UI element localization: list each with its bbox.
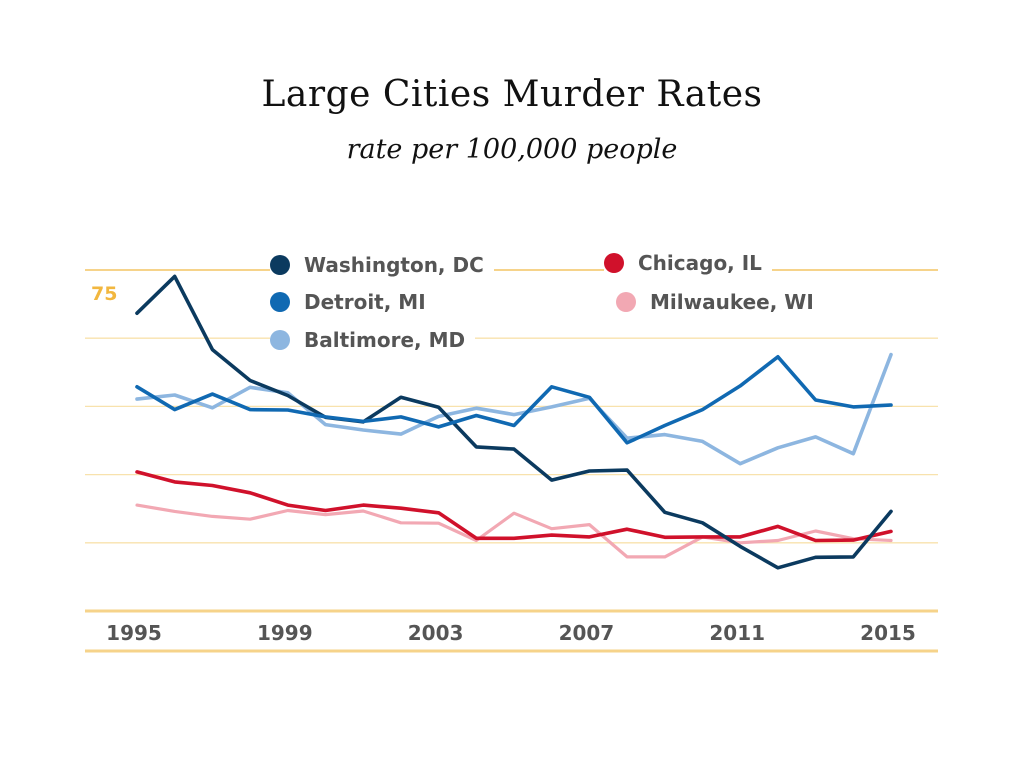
axis-layer (85, 609, 938, 653)
legend-item-detroit-mi: Detroit, MI (270, 288, 436, 316)
x-tick-label-1999: 1999 (257, 621, 313, 645)
x-tick-label-2003: 2003 (408, 621, 464, 645)
legend-dot-washington-dc (270, 255, 290, 275)
legend-dot-milwaukee-wi (616, 292, 636, 312)
legend-dot-chicago-il (604, 253, 624, 273)
legend-label-milwaukee-wi: Milwaukee, WI (650, 290, 814, 314)
legend-label-baltimore-md: Baltimore, MD (304, 328, 466, 352)
series-line-milwaukee-wi (135, 503, 893, 559)
series-line-baltimore-md (135, 352, 893, 466)
series-line-washington-dc (135, 274, 893, 570)
x-tick-label-1995: 1995 (106, 621, 162, 645)
legend-dot-baltimore-md (270, 330, 290, 350)
legend-item-baltimore-md: Baltimore, MD (270, 326, 476, 354)
legend-label-chicago-il: Chicago, IL (638, 251, 762, 275)
series-layer (135, 274, 893, 570)
legend-label-washington-dc: Washington, DC (304, 253, 484, 277)
chart-subtitle: rate per 100,000 people (346, 134, 678, 165)
series-line-detroit-mi (135, 354, 893, 445)
legend-item-chicago-il: Chicago, IL (604, 249, 772, 277)
legend-item-washington-dc: Washington, DC (270, 251, 494, 279)
label-layer: 75 1995 1999 2003 2007 2011 2015 (91, 283, 916, 645)
chart-title: Large Cities Murder Rates (261, 74, 763, 115)
legend-dot-detroit-mi (270, 292, 290, 312)
legend-item-milwaukee-wi: Milwaukee, WI (616, 288, 824, 316)
x-tick-label-2007: 2007 (559, 621, 615, 645)
x-tick-label-2011: 2011 (709, 621, 765, 645)
y-tick-label: 75 (91, 283, 117, 305)
x-tick-label-2015: 2015 (860, 621, 916, 645)
grid-layer (85, 269, 938, 544)
legend-label-detroit-mi: Detroit, MI (304, 290, 426, 314)
series-line-chicago-il (135, 470, 893, 543)
